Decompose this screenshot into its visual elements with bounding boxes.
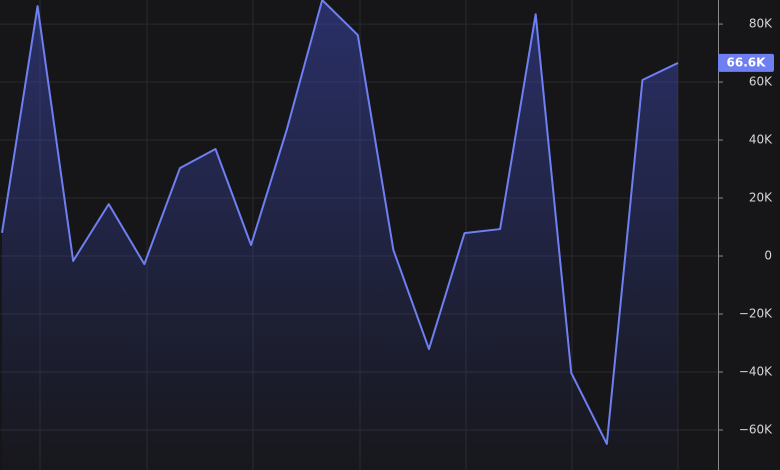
y-tick-label: 40K: [749, 133, 773, 147]
last-value-label: 66.6K: [727, 55, 767, 69]
line: [1, 0, 679, 445]
y-tick-label: 20K: [749, 191, 773, 205]
y-tick-label: −60K: [739, 422, 773, 436]
y-tick-label: −20K: [739, 307, 773, 321]
last-value-badge: [718, 53, 774, 72]
area-fill: [2, 0, 678, 470]
y-tick-label: 80K: [749, 17, 773, 31]
y-tick-label: 60K: [749, 75, 773, 89]
y-tick-label: 0: [764, 249, 772, 263]
y-tick-label: −40K: [739, 364, 773, 378]
